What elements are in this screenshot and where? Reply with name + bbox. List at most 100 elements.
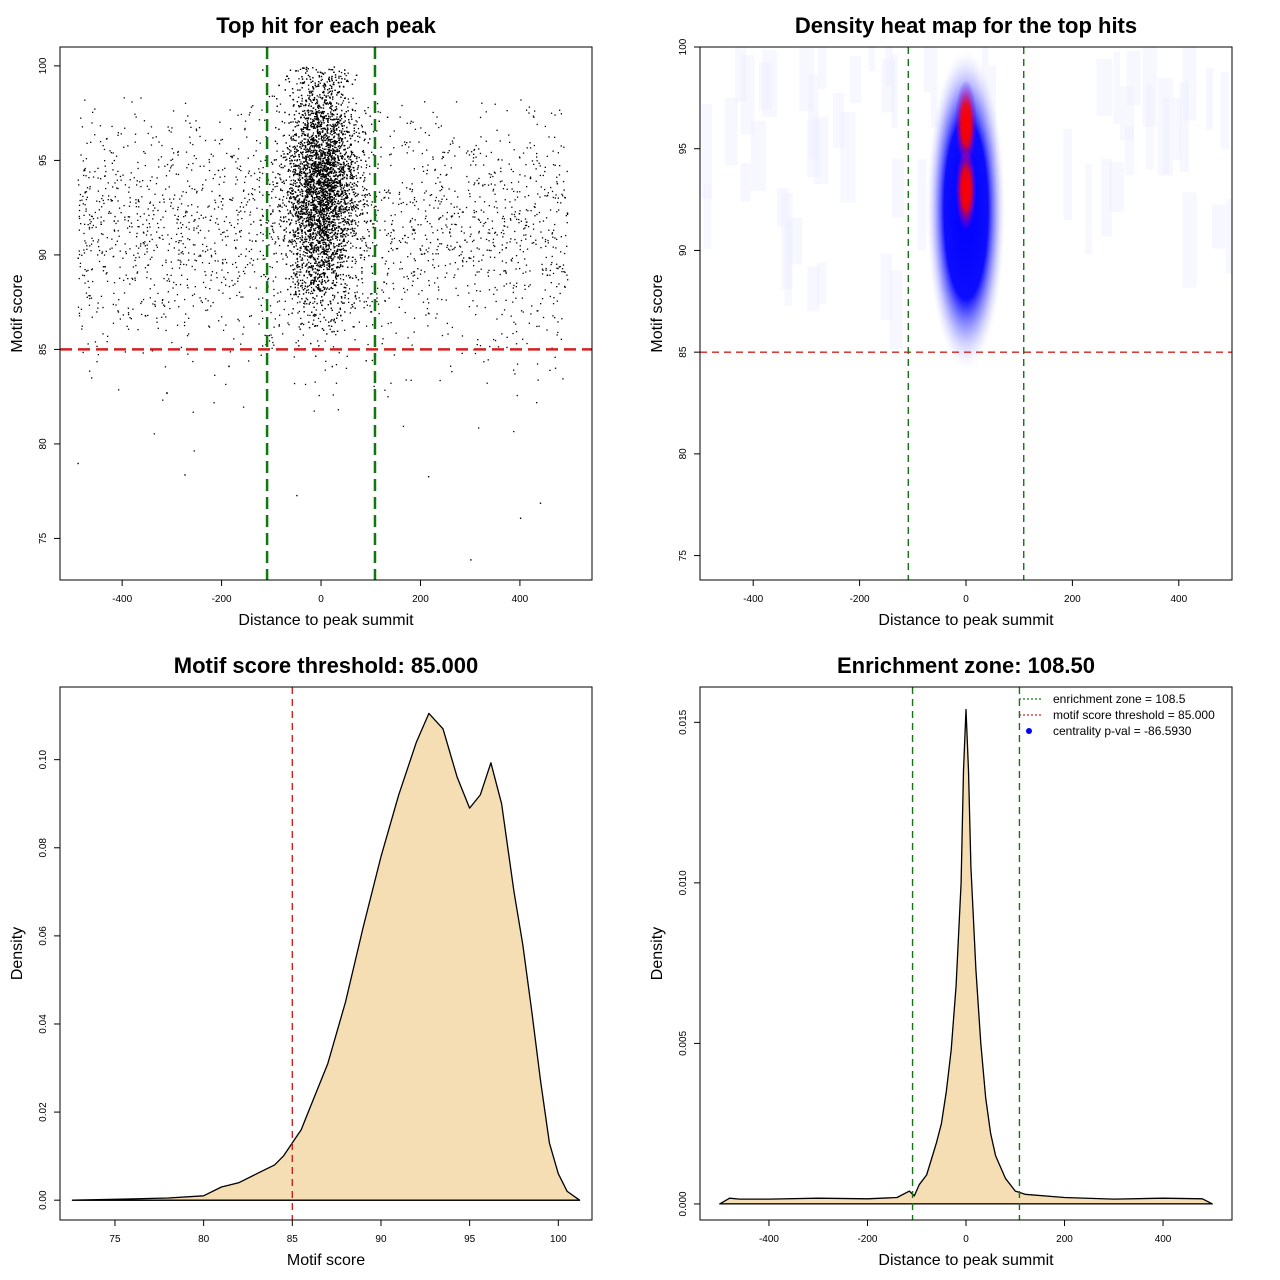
data-point <box>343 302 345 304</box>
data-point <box>303 81 306 83</box>
data-point <box>319 205 322 208</box>
data-point <box>345 233 348 235</box>
data-point <box>345 250 347 252</box>
data-point <box>302 172 305 174</box>
data-point <box>327 187 329 189</box>
data-point <box>351 134 354 136</box>
data-point <box>305 178 307 180</box>
data-point <box>331 331 333 333</box>
data-point <box>299 177 301 179</box>
data-point <box>334 219 336 221</box>
data-point <box>297 178 299 180</box>
data-point <box>338 122 340 124</box>
data-point <box>359 214 361 216</box>
data-point <box>333 257 335 259</box>
data-point <box>313 140 316 142</box>
data-point <box>333 198 335 200</box>
data-point <box>312 187 314 189</box>
data-point <box>321 296 323 298</box>
data-point <box>321 152 323 154</box>
data-point <box>282 166 284 169</box>
data-point <box>299 180 301 182</box>
data-point <box>341 190 343 192</box>
data-point <box>338 194 340 196</box>
data-point <box>315 276 317 278</box>
data-point <box>303 201 306 203</box>
data-point <box>286 197 288 199</box>
data-point <box>345 74 347 77</box>
data-point <box>327 179 329 182</box>
data-point <box>299 237 301 239</box>
data-point <box>296 253 298 256</box>
data-point <box>347 72 349 74</box>
data-point <box>288 113 290 116</box>
data-point <box>352 326 354 328</box>
data-point <box>311 179 313 181</box>
data-point <box>310 144 312 146</box>
data-point <box>328 88 331 90</box>
data-point <box>328 262 330 264</box>
data-point <box>336 202 338 205</box>
data-point <box>335 142 338 144</box>
data-point <box>302 223 304 225</box>
data-point <box>299 82 302 84</box>
data-point <box>322 218 324 221</box>
data-point <box>344 137 346 139</box>
data-point <box>327 124 329 126</box>
data-point <box>332 83 334 85</box>
data-point <box>309 191 311 193</box>
data-point <box>308 211 311 213</box>
data-point <box>337 118 339 121</box>
data-point <box>316 211 318 213</box>
data-point <box>325 242 327 244</box>
data-point <box>299 328 301 330</box>
data-point <box>353 127 355 129</box>
data-point <box>296 302 299 304</box>
data-point <box>334 74 337 76</box>
data-point <box>305 213 307 215</box>
data-point <box>304 134 306 136</box>
data-point <box>295 253 298 255</box>
data-point <box>352 160 354 163</box>
data-point <box>321 209 323 211</box>
data-point <box>312 250 314 252</box>
data-point <box>319 132 321 134</box>
data-point <box>325 245 327 247</box>
data-point <box>380 156 382 158</box>
data-point <box>286 75 288 77</box>
data-point <box>328 215 330 218</box>
data-point <box>319 180 322 182</box>
data-point <box>291 239 293 241</box>
data-point <box>354 262 357 265</box>
data-point <box>320 225 322 228</box>
data-point <box>353 326 355 328</box>
data-point <box>315 86 317 88</box>
data-point <box>299 68 302 70</box>
data-point <box>317 288 320 290</box>
data-point <box>309 169 311 171</box>
data-point <box>300 128 302 130</box>
data-point <box>324 168 326 170</box>
data-point <box>340 71 343 74</box>
data-point <box>304 174 307 176</box>
data-point <box>333 297 336 299</box>
data-point <box>325 246 327 248</box>
data-point <box>327 174 329 176</box>
data-point <box>315 175 317 177</box>
data-point <box>295 196 298 198</box>
data-point <box>346 203 348 205</box>
data-point <box>334 184 336 186</box>
data-point <box>301 78 304 80</box>
data-point <box>349 137 352 140</box>
data-point <box>294 213 296 215</box>
data-point <box>312 242 314 244</box>
data-point <box>304 186 307 188</box>
data-point <box>312 145 314 147</box>
data-point <box>305 202 307 205</box>
data-point <box>344 203 346 205</box>
data-point <box>301 103 303 105</box>
data-point <box>326 277 329 279</box>
data-point <box>331 196 333 198</box>
data-point <box>313 248 315 250</box>
data-point <box>343 229 346 231</box>
